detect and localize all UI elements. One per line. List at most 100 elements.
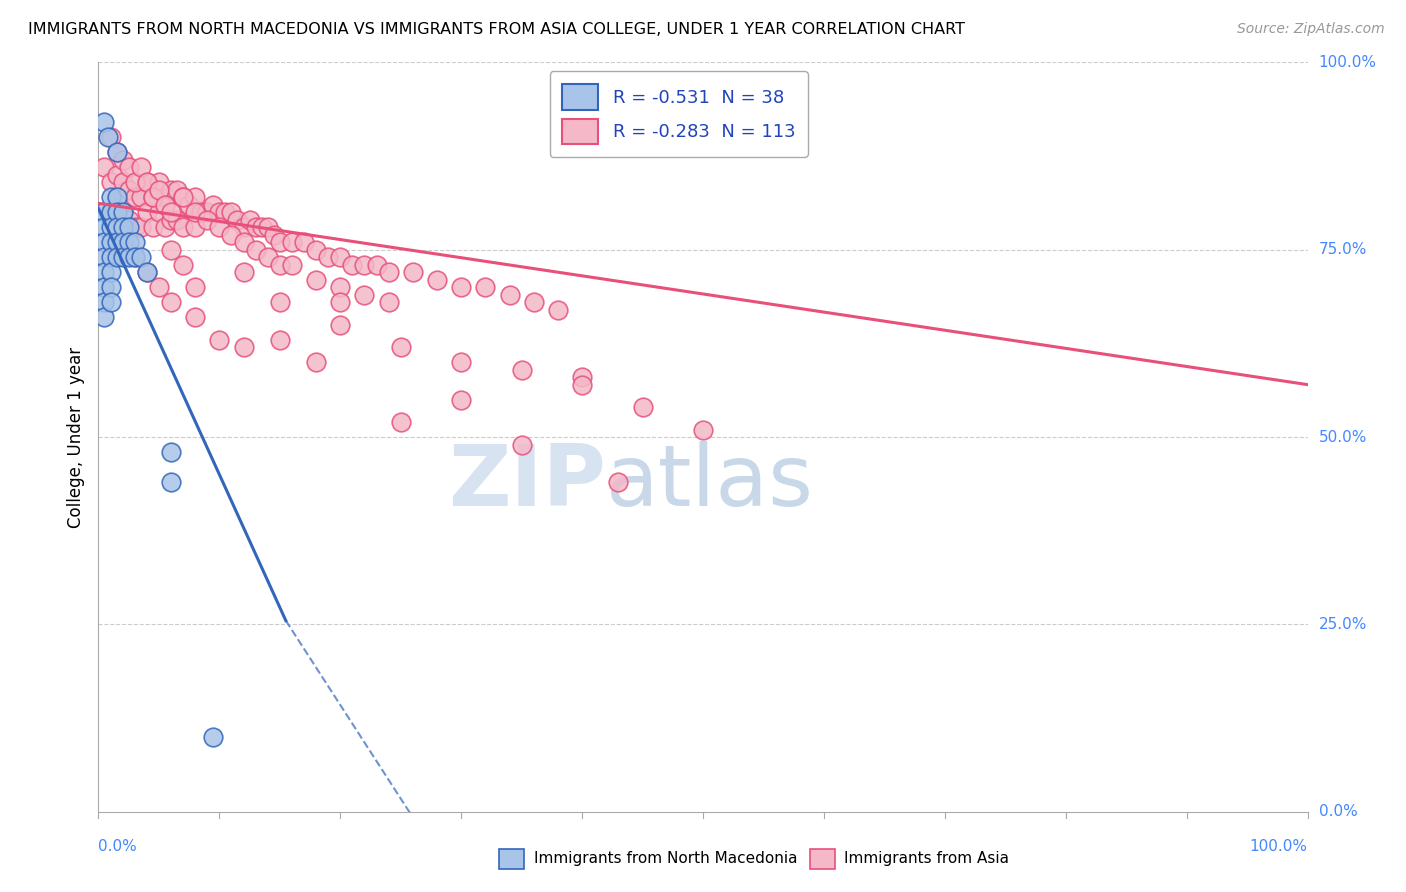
Point	[100, 250, 122, 264]
Text: 50.0%: 50.0%	[1319, 430, 1367, 444]
Point	[342, 258, 364, 272]
Point	[142, 220, 165, 235]
Point	[105, 220, 128, 235]
Point	[129, 190, 152, 204]
Point	[135, 265, 157, 279]
Point	[153, 190, 176, 204]
Point	[166, 212, 188, 227]
Point	[510, 437, 533, 451]
Point	[450, 392, 472, 407]
Point	[142, 190, 165, 204]
Point	[105, 235, 128, 250]
Point	[105, 145, 128, 160]
Point	[195, 212, 218, 227]
Point	[105, 145, 128, 160]
Point	[353, 258, 375, 272]
Point	[148, 183, 170, 197]
Point	[184, 310, 207, 325]
Point	[498, 287, 520, 301]
Point	[124, 175, 146, 189]
Point	[329, 280, 352, 294]
Point	[105, 205, 128, 219]
Point	[129, 220, 152, 235]
Point	[316, 250, 339, 264]
Point	[160, 475, 183, 489]
Point	[329, 250, 352, 264]
Point	[510, 362, 533, 376]
Point	[450, 355, 472, 369]
Point	[100, 190, 122, 204]
Point	[111, 250, 134, 264]
Point	[93, 161, 115, 175]
Point	[118, 220, 141, 235]
Point	[426, 273, 449, 287]
Point	[214, 205, 236, 219]
Point	[172, 190, 194, 204]
Point	[93, 205, 115, 219]
Point	[97, 130, 120, 145]
Point	[124, 190, 146, 204]
Point	[160, 183, 183, 197]
Point	[184, 190, 207, 204]
Point	[129, 250, 152, 264]
Point	[232, 220, 254, 235]
Point	[153, 198, 176, 212]
Point	[160, 445, 183, 459]
Point	[692, 423, 714, 437]
Point	[172, 258, 194, 272]
Point	[93, 250, 115, 264]
Point	[269, 258, 291, 272]
Point	[111, 153, 134, 167]
Point	[135, 175, 157, 189]
Point	[607, 475, 630, 489]
Point	[292, 235, 315, 250]
Point	[250, 220, 273, 235]
Point	[547, 302, 569, 317]
Point	[129, 161, 152, 175]
Point	[353, 287, 375, 301]
Point	[221, 227, 243, 242]
Point	[100, 235, 122, 250]
Legend: R = -0.531  N = 38, R = -0.283  N = 113: R = -0.531 N = 38, R = -0.283 N = 113	[550, 71, 808, 157]
Point	[631, 400, 654, 414]
Point	[232, 265, 254, 279]
Point	[245, 220, 267, 235]
Point	[124, 220, 146, 235]
Point	[402, 265, 425, 279]
Point	[377, 295, 399, 310]
Point	[281, 235, 304, 250]
Text: Immigrants from North Macedonia: Immigrants from North Macedonia	[534, 851, 797, 865]
Point	[93, 265, 115, 279]
Point	[160, 295, 183, 310]
Point	[142, 190, 165, 204]
Point	[100, 220, 122, 235]
Point	[100, 295, 122, 310]
Point	[179, 198, 201, 212]
Point	[389, 340, 412, 354]
Point	[93, 235, 115, 250]
Point	[389, 415, 412, 429]
Point	[93, 310, 115, 325]
Point	[232, 340, 254, 354]
Point	[111, 205, 134, 219]
Y-axis label: College, Under 1 year: College, Under 1 year	[66, 346, 84, 528]
Point	[148, 280, 170, 294]
Point	[571, 370, 593, 384]
Point	[239, 212, 262, 227]
Point	[100, 205, 122, 219]
Point	[160, 212, 183, 227]
Point	[93, 295, 115, 310]
Point	[172, 190, 194, 204]
Text: atlas: atlas	[606, 441, 814, 524]
Point	[221, 205, 243, 219]
Point	[166, 183, 188, 197]
Point	[118, 250, 141, 264]
Point	[111, 235, 134, 250]
Point	[208, 220, 231, 235]
Point	[118, 212, 141, 227]
Point	[105, 190, 128, 204]
Point	[208, 333, 231, 347]
Point	[124, 235, 146, 250]
Point	[281, 258, 304, 272]
Point	[100, 205, 122, 219]
